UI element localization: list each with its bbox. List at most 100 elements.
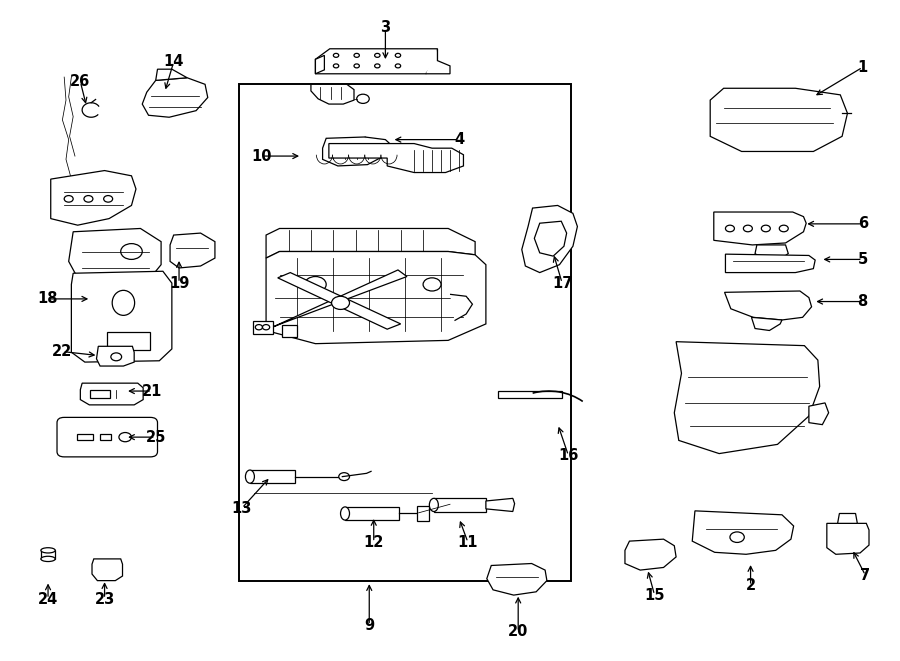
Text: 9: 9 [364,618,374,633]
Text: 10: 10 [251,149,272,163]
Ellipse shape [112,290,135,315]
Text: 22: 22 [52,344,73,359]
Text: 18: 18 [38,292,58,307]
Circle shape [333,64,338,68]
Circle shape [374,64,380,68]
Polygon shape [827,524,869,555]
Polygon shape [142,78,208,117]
Bar [76,434,93,440]
Polygon shape [253,321,274,334]
Polygon shape [714,212,806,245]
Ellipse shape [40,548,55,553]
Polygon shape [450,294,472,321]
Circle shape [338,473,349,481]
Bar [100,434,111,440]
Circle shape [395,64,400,68]
Polygon shape [486,498,515,512]
Circle shape [725,225,734,232]
Polygon shape [80,383,143,405]
Polygon shape [266,229,475,258]
Text: 1: 1 [858,59,868,75]
Circle shape [256,325,263,330]
Circle shape [761,225,770,232]
Polygon shape [283,325,298,337]
Polygon shape [755,245,788,260]
Circle shape [111,353,122,361]
Ellipse shape [340,507,349,520]
Polygon shape [156,69,187,81]
Polygon shape [725,254,815,272]
Polygon shape [487,564,547,595]
Polygon shape [315,56,324,74]
Text: 11: 11 [458,535,478,550]
Polygon shape [434,498,486,512]
Text: 20: 20 [508,625,528,639]
Text: 12: 12 [364,535,384,550]
Circle shape [354,64,359,68]
Polygon shape [710,89,848,151]
Circle shape [374,54,380,58]
Bar [239,84,572,580]
Text: 15: 15 [644,588,665,603]
Polygon shape [107,332,150,350]
Text: 2: 2 [745,578,756,594]
Text: 8: 8 [858,294,868,309]
Circle shape [331,296,349,309]
Circle shape [333,54,338,58]
Polygon shape [838,514,858,524]
Ellipse shape [429,498,438,512]
Polygon shape [328,143,464,173]
FancyBboxPatch shape [57,417,158,457]
Polygon shape [364,137,392,158]
Polygon shape [752,317,782,330]
Polygon shape [71,271,172,362]
Text: 21: 21 [142,383,162,399]
Polygon shape [692,511,794,555]
Text: 13: 13 [231,501,252,516]
Polygon shape [250,470,295,483]
Text: 25: 25 [146,430,166,445]
Text: 26: 26 [70,74,91,89]
Polygon shape [498,391,562,398]
Circle shape [730,532,744,543]
Circle shape [104,196,112,202]
Circle shape [304,276,326,292]
Text: 6: 6 [858,216,868,231]
Circle shape [395,54,400,58]
Polygon shape [417,506,429,522]
Polygon shape [92,559,122,580]
Polygon shape [278,272,400,329]
Ellipse shape [40,557,55,562]
Text: 14: 14 [164,54,184,69]
Polygon shape [96,346,134,366]
Text: 19: 19 [169,276,189,291]
Polygon shape [170,233,215,268]
Polygon shape [426,49,450,74]
Text: 7: 7 [860,568,870,583]
Polygon shape [522,206,578,272]
Polygon shape [535,221,567,256]
Circle shape [119,432,131,442]
Circle shape [423,278,441,291]
Circle shape [743,225,752,232]
Polygon shape [625,539,676,570]
Polygon shape [674,342,820,453]
Polygon shape [724,291,812,320]
Circle shape [263,325,270,330]
Text: 16: 16 [558,448,579,463]
Polygon shape [266,252,486,344]
Polygon shape [68,229,161,288]
Circle shape [387,147,398,155]
Text: 5: 5 [858,252,868,267]
Text: 3: 3 [381,20,391,35]
Polygon shape [315,49,437,74]
Bar [90,391,110,399]
Polygon shape [322,137,380,166]
Text: 23: 23 [94,592,114,607]
Polygon shape [273,270,407,327]
Polygon shape [50,171,136,225]
Polygon shape [809,403,829,424]
Text: 4: 4 [454,132,464,147]
Circle shape [84,196,93,202]
Circle shape [779,225,788,232]
